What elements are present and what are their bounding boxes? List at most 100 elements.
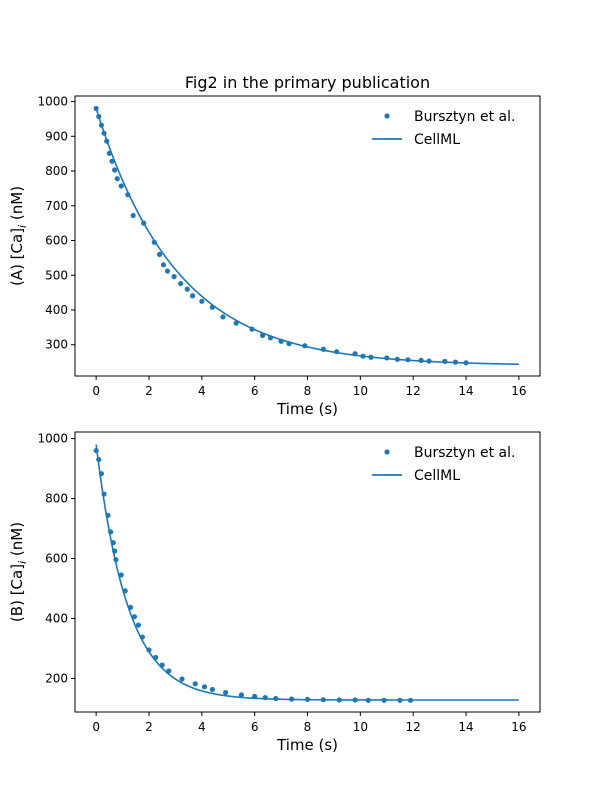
panel-a-legend-label: CellML [414,132,460,148]
panel-a-data-point [320,346,326,352]
panel-b-y-tick-label: 800 [45,492,68,506]
panel-a-data-point [178,280,184,287]
panel-b-y-axis-label-main: (B) [Ca] [8,564,26,622]
panel-a-x-tick-label: 0 [92,384,100,398]
panel-a-data-point [160,262,167,268]
panel-a-data-point [118,183,124,189]
panel-b-data-point [238,692,245,698]
panel-a-data-point [184,286,190,292]
panel-b-data-point [273,695,279,702]
panel-b-x-tick-label: 6 [251,720,259,734]
panel-a-data-point [164,268,171,274]
panel-a-y-axis-label-subscript: i [16,225,29,228]
panel-b-x-tick-label: 14 [458,720,473,734]
panel-a-data-point [233,320,239,326]
panel-a-data-point [452,359,459,365]
panel-b-x-tick-label: 10 [353,720,368,734]
panel-b-data-point [252,693,258,700]
panel-a-x-axis-label: Time (s) [276,400,338,418]
panel-a-data-point [106,150,112,156]
panel-b-data-point [262,695,268,701]
panel-a-y-tick-label: 400 [45,303,68,317]
panel-a-data-point [104,138,110,144]
panel-a-data-point [463,360,469,366]
panel-b-data-point [222,689,229,696]
panel-b-x-axis-label: Time (s) [276,736,338,754]
panel-a-data-point [189,293,196,299]
panel-a-data-point [267,335,274,341]
panel-a-x-tick-label: 6 [251,384,259,398]
panel-b-data-point [98,471,105,477]
panel-b-y-tick-label: 200 [45,671,68,685]
panel-b-x-tick-label: 8 [304,720,312,734]
panel-b-data-point [146,647,152,653]
panel-a-data-point [151,239,157,245]
panel-a-x-tick-label: 14 [458,384,473,398]
panel-a-data-point [278,338,284,344]
panel-a-data-point [109,158,115,164]
panel-a-data-point [171,274,177,280]
panel-a-legend-label: Bursztyn et al. [414,109,515,125]
panel-b-data-point [209,686,215,693]
panel-a-data-point [405,357,411,363]
panel-b-data-point [365,697,371,703]
panel-a-data-point [220,314,226,320]
panel-a-data-point [368,354,374,360]
panel-b-data-point [320,697,326,703]
panel-b-data-point [192,681,198,687]
panel-b-data-point [127,604,134,610]
figure-title: Fig2 in the primary publication [185,73,430,92]
panel-b-data-point [135,622,142,628]
panel-a-data-point [360,353,366,359]
panel-b-data-point [179,676,185,682]
panel-b-data-point [112,548,118,554]
panel-b-plot: 0 2 4 6 8 10 12 14 16 200 400 600 800 1000 Time (s) (B)… [8,431,541,754]
panel-b-data-point [352,697,358,703]
panel-a-data-point [418,357,424,363]
panel-b-data-point [166,668,172,674]
panel-a-y-tick-label: 1000 [37,95,68,109]
panel-a-y-axis-label-main: (A) [Ca] [8,228,26,286]
panel-b-data-point [131,614,138,620]
panel-b-y-axis-label: (B) [Ca]i (nM) [8,522,29,622]
panel-a-data-point [156,251,163,258]
panel-a-x-tick-label: 16 [511,384,526,398]
panel-a-y-tick-label: 300 [45,338,68,352]
panel-b-y-tick-label: 400 [45,611,68,625]
panel-a-data-point [130,212,136,219]
panel-b-data-point [407,697,414,703]
panel-a-y-tick-label: 500 [45,268,68,282]
panel-b-x-tick-label: 12 [406,720,421,734]
panel-b-data-point [110,540,116,546]
panel-a-plot: 0 2 4 6 8 10 12 14 16 300 400 500 600 700 800 900 1000 Ti… [8,95,541,418]
panel-b-data-point [96,456,102,463]
panel-a-data-point [112,167,118,173]
panel-b-data-point [139,634,145,640]
panel-a-data-point [125,192,131,198]
panel-b-legend-label: CellML [414,468,460,484]
panel-b-data-point [336,697,342,703]
panel-a-data-point [352,351,358,357]
panel-b-data-point [397,697,403,703]
panel-a-y-tick-label: 700 [45,199,68,213]
panel-a-data-point [249,326,255,332]
panel-b-y-axis-label-subscript: i [16,561,29,564]
panel-a-legend-marker-icon [384,113,390,119]
panel-a-x-tick-label: 10 [353,384,368,398]
panel-a-y-axis-label: (A) [Ca]i (nM) [8,186,29,286]
panel-a-data-point [98,122,105,128]
panel-a-x-tick-label: 12 [406,384,421,398]
panel-a-data-point [101,130,107,136]
panel-a-y-axis-label-unit: (nM) [8,186,26,225]
panel-b-data-point [381,697,387,703]
panel-b-x-tick-label: 2 [145,720,153,734]
panel-a-data-point [96,113,102,120]
panel-b-x-tick-label: 0 [92,720,100,734]
panel-a-x-tick-label: 8 [304,384,312,398]
panel-b-data-point [289,696,295,702]
panel-a-x-tick-label: 2 [145,384,153,398]
panel-b-y-tick-label: 1000 [37,432,68,446]
panel-a-y-tick-label: 600 [45,234,68,248]
panel-b-data-point [159,662,165,668]
